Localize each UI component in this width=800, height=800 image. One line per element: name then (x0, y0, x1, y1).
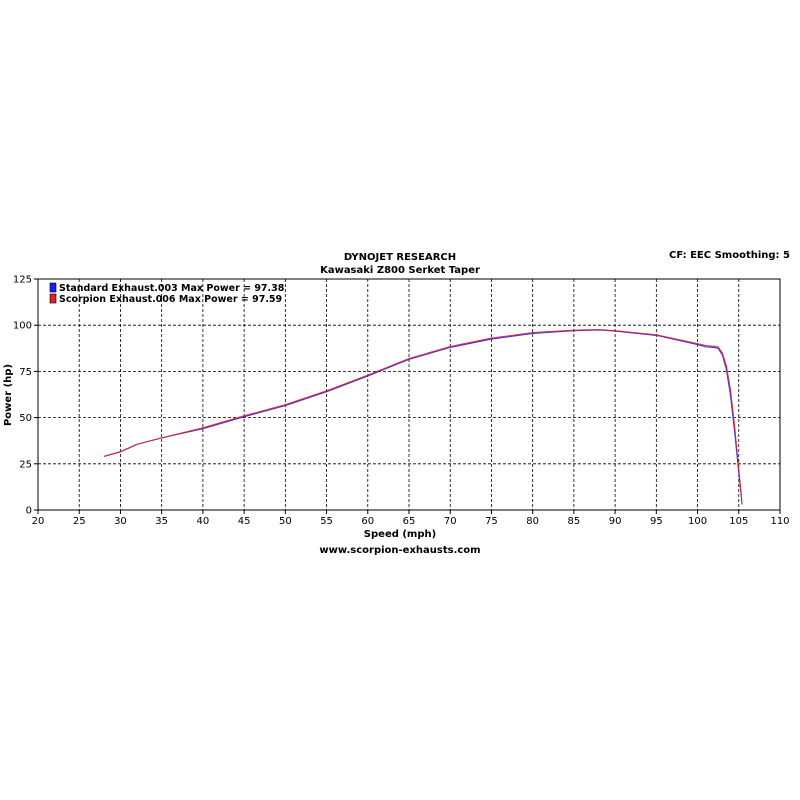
x-tick-label: 55 (320, 516, 333, 527)
chart-subtitle: Kawasaki Z800 Serket Taper (320, 265, 480, 276)
series-lines (103, 329, 743, 505)
y-axis-label: Power (hp) (3, 364, 14, 426)
x-tick-label: 30 (114, 516, 127, 527)
y-tick-label: 75 (19, 367, 32, 378)
plot-area (37, 278, 781, 511)
x-tick-label: 80 (526, 516, 539, 527)
x-tick-label: 60 (361, 516, 374, 527)
tick-labels: 20 25 30 35 40 45 50 55 60 65 70 75 80 85 90 95 100 105 11… (13, 275, 790, 528)
x-tick-label: 45 (238, 516, 251, 527)
x-tick-label: 100 (688, 516, 707, 527)
y-tick-label: 100 (13, 321, 32, 332)
legend-swatch-standard (49, 282, 57, 293)
x-tick-label: 95 (650, 516, 663, 527)
x-tick-label: 105 (729, 516, 748, 527)
x-axis-label: Speed (mph) (364, 529, 436, 540)
x-tick-label: 75 (485, 516, 498, 527)
legend: Standard Exhaust.003 Max Power = 97.38 S… (49, 282, 285, 305)
x-tick-label: 40 (197, 516, 210, 527)
x-tick-label: 70 (444, 516, 457, 527)
settings-label: CF: EEC Smoothing: 5 (669, 250, 790, 261)
x-tick-label: 25 (73, 516, 86, 527)
x-tick-label: 65 (403, 516, 416, 527)
x-tick-label: 90 (609, 516, 622, 527)
x-tick-label: 50 (279, 516, 292, 527)
grid-lines (38, 279, 780, 510)
x-tick-label: 110 (770, 516, 789, 527)
series-line-scorpion (103, 329, 742, 496)
legend-label-scorpion: Scorpion Exhaust.006 Max Power = 97.59 (59, 294, 282, 305)
y-tick-label: 50 (19, 413, 32, 424)
x-tick-label: 20 (32, 516, 45, 527)
website-url: www.scorpion-exhausts.com (319, 545, 480, 556)
legend-label-standard: Standard Exhaust.003 Max Power = 97.38 (59, 283, 285, 294)
x-tick-label: 85 (568, 516, 581, 527)
y-tick-label: 125 (13, 275, 32, 286)
y-tick-label: 25 (19, 459, 32, 470)
legend-swatch-scorpion (49, 293, 57, 304)
y-tick-label: 0 (26, 506, 32, 517)
x-tick-label: 35 (155, 516, 168, 527)
chart-title: DYNOJET RESEARCH (344, 252, 456, 263)
